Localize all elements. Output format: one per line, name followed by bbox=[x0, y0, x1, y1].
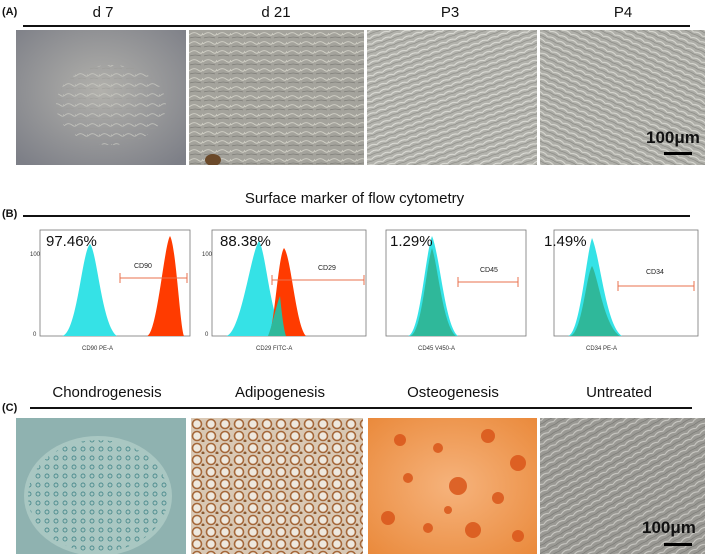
histogram-cd90: 100 0 CD90 97.46% CD90 PE-A bbox=[22, 226, 194, 354]
histogram-cd34-percent: 1.49% bbox=[544, 233, 587, 250]
histogram-cd29-ytick-0: 0 bbox=[205, 332, 209, 338]
histogram-cd45-marker: CD45 bbox=[480, 267, 498, 274]
panel-b-label: (B) bbox=[2, 208, 18, 220]
micrograph-osteogenesis bbox=[368, 418, 537, 554]
panel-a-label: (A) bbox=[2, 6, 18, 18]
panel-c-rule bbox=[30, 407, 692, 409]
histogram-cd45-overlap bbox=[410, 248, 456, 336]
histogram-cd29: 100 0 CD29 88.38% CD29 FITC-A bbox=[196, 226, 368, 354]
panel-a-scale-bar bbox=[664, 152, 692, 155]
histogram-cd90-ytick-0: 0 bbox=[33, 332, 37, 338]
histogram-cd90-marker: CD90 bbox=[134, 263, 152, 270]
histogram-cd90-control-peak bbox=[62, 244, 117, 336]
histogram-cd34-xaxis: CD34 PE-A bbox=[586, 346, 617, 352]
histogram-cd29-xaxis: CD29 FITC-A bbox=[256, 346, 292, 352]
histogram-cd90-ytick-100: 100 bbox=[30, 252, 41, 258]
micrograph-d7 bbox=[16, 30, 186, 165]
histogram-cd34-marker: CD34 bbox=[646, 269, 664, 276]
osteogenesis-nodules bbox=[381, 429, 526, 542]
histogram-cd29-marker: CD29 bbox=[318, 265, 336, 272]
histogram-cd90-xaxis: CD90 PE-A bbox=[82, 346, 113, 352]
histogram-cd90-percent: 97.46% bbox=[46, 233, 97, 250]
panel-a-heading-p4: P4 bbox=[613, 4, 633, 21]
histogram-cd29-overlap bbox=[268, 296, 286, 336]
panel-c-label: (C) bbox=[2, 402, 18, 414]
panel-c-scale-bar bbox=[664, 543, 692, 546]
micrograph-p3 bbox=[367, 30, 537, 165]
panel-c-heading-chondrogenesis: Chondrogenesis bbox=[52, 384, 162, 401]
panel-a-rule bbox=[23, 25, 690, 27]
histogram-cd29-percent: 88.38% bbox=[220, 233, 271, 250]
micrograph-adipogenesis bbox=[191, 418, 363, 554]
panel-a-heading-p3: P3 bbox=[440, 4, 460, 21]
panel-a-heading-d7: d 7 bbox=[92, 4, 114, 21]
micrograph-chondrogenesis bbox=[16, 418, 186, 554]
histogram-cd29-control-peak bbox=[226, 241, 286, 336]
panel-a-heading-d21: d 21 bbox=[261, 4, 291, 21]
histogram-cd29-ytick-100: 100 bbox=[202, 252, 213, 258]
histogram-cd45-frame bbox=[385, 229, 527, 337]
histogram-cd45-xaxis: CD45 V450-A bbox=[418, 346, 455, 352]
panel-c-heading-untreated: Untreated bbox=[586, 384, 652, 401]
panel-a-scale-bar-label: 100μm bbox=[646, 128, 700, 147]
micrograph-p4 bbox=[540, 30, 705, 165]
micrograph-untreated bbox=[540, 418, 705, 554]
panel-c-heading-osteogenesis: Osteogenesis bbox=[407, 384, 499, 401]
micrograph-d21 bbox=[189, 30, 364, 165]
panel-c-heading-adipogenesis: Adipogenesis bbox=[234, 384, 326, 401]
panel-c-scale-bar-label: 100μm bbox=[642, 518, 696, 537]
panel-b-rule bbox=[23, 215, 690, 217]
histogram-cd34-overlap bbox=[570, 266, 620, 336]
panel-b-title: Surface marker of flow cytometry bbox=[244, 190, 465, 207]
histogram-cd45: CD45 1.29% CD45 V450-A bbox=[370, 226, 530, 354]
histogram-cd90-sample-peak bbox=[147, 236, 184, 336]
histogram-cd45-percent: 1.29% bbox=[390, 233, 433, 250]
histogram-cd34: CD34 1.49% CD34 PE-A bbox=[538, 226, 703, 354]
